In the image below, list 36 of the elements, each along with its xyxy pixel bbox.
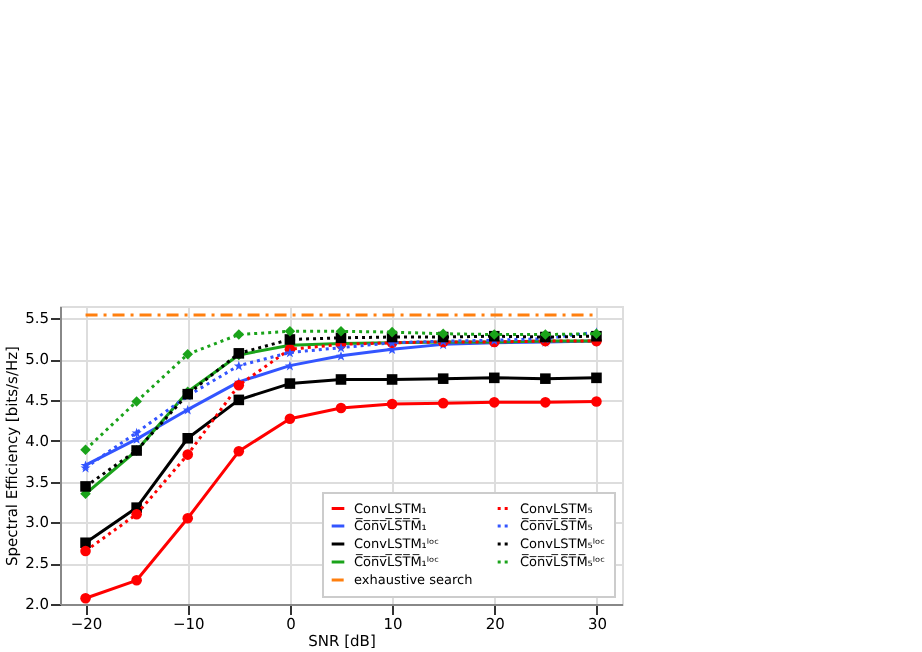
point [233, 329, 245, 340]
point [131, 508, 142, 520]
point [233, 446, 245, 457]
point [335, 374, 347, 385]
point [182, 348, 194, 360]
point [182, 432, 194, 444]
point [540, 397, 551, 408]
point [131, 396, 142, 407]
point [437, 397, 449, 409]
point [488, 397, 500, 408]
point [233, 360, 244, 371]
point [182, 512, 194, 524]
point [131, 427, 142, 438]
point [335, 326, 347, 337]
point [437, 373, 449, 384]
point [80, 537, 91, 549]
point [488, 372, 500, 384]
point [591, 372, 602, 384]
point [284, 326, 296, 337]
point [284, 413, 296, 424]
point [80, 444, 91, 455]
point [182, 449, 194, 460]
point [80, 593, 91, 604]
point [131, 575, 142, 586]
point [386, 398, 398, 410]
point [335, 402, 347, 414]
point [182, 404, 193, 415]
point [80, 545, 91, 557]
point [540, 373, 551, 384]
point [386, 374, 398, 385]
point [284, 378, 296, 389]
point [131, 434, 142, 444]
point [386, 326, 398, 338]
point [591, 396, 602, 407]
point [80, 481, 91, 492]
point [284, 334, 296, 345]
